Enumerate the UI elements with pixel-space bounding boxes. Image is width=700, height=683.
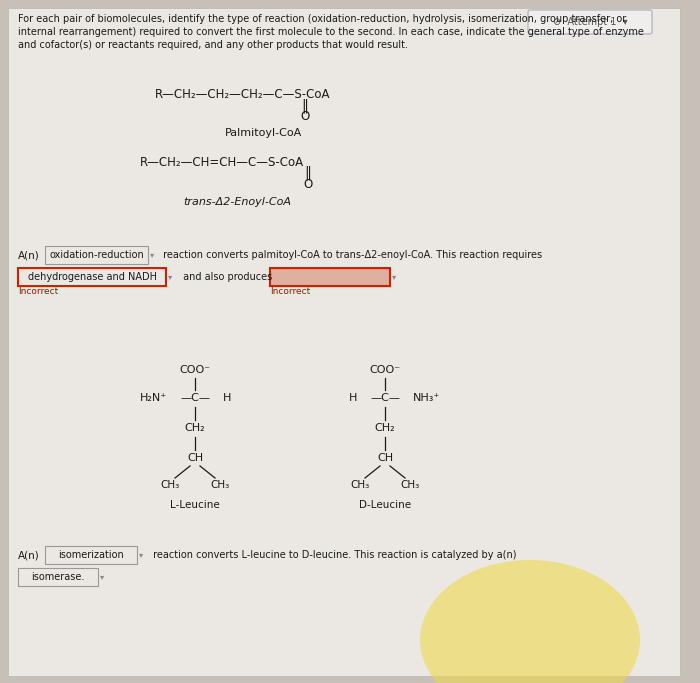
Text: NH₃⁺: NH₃⁺ [413, 393, 440, 403]
Text: trans-Δ2-Enoyl-CoA: trans-Δ2-Enoyl-CoA [183, 197, 291, 207]
Text: O: O [300, 111, 309, 124]
Text: ▾: ▾ [100, 572, 104, 581]
Text: CH₂: CH₂ [185, 423, 205, 433]
Text: Incorrect: Incorrect [270, 286, 310, 296]
Text: oxidation-reduction: oxidation-reduction [49, 250, 144, 260]
Text: CH: CH [377, 453, 393, 463]
Text: CH₃: CH₃ [400, 480, 419, 490]
Text: reaction converts palmitoyl-CoA to trans-Δ2-enoyl-CoA. This reaction requires: reaction converts palmitoyl-CoA to trans… [160, 250, 542, 260]
Text: —C—: —C— [370, 393, 400, 403]
FancyBboxPatch shape [528, 10, 652, 34]
Text: isomerization: isomerization [58, 550, 124, 560]
Text: O: O [303, 178, 313, 191]
Text: R—CH₂—CH₂—CH₂—C—S-CoA: R—CH₂—CH₂—CH₂—C—S-CoA [155, 89, 330, 102]
Text: COO⁻: COO⁻ [370, 365, 400, 375]
Text: and also produces: and also produces [180, 272, 275, 282]
Text: ‖: ‖ [302, 99, 309, 113]
Text: ▾: ▾ [150, 251, 154, 260]
Text: CH₃: CH₃ [351, 480, 370, 490]
Text: H: H [349, 393, 357, 403]
Text: Incorrect: Incorrect [18, 286, 58, 296]
Text: CH₃: CH₃ [160, 480, 180, 490]
Text: R—CH₂—CH=CH—C—S-CoA: R—CH₂—CH=CH—C—S-CoA [140, 156, 304, 169]
Text: COO⁻: COO⁻ [179, 365, 211, 375]
Text: dehydrogenase and NADH: dehydrogenase and NADH [27, 272, 157, 282]
Text: L-Leucine: L-Leucine [170, 500, 220, 510]
Text: A(n): A(n) [18, 250, 40, 260]
FancyBboxPatch shape [270, 268, 390, 286]
Text: H: H [223, 393, 232, 403]
FancyBboxPatch shape [45, 246, 148, 264]
Text: CH₂: CH₂ [374, 423, 395, 433]
Text: Palmitoyl-CoA: Palmitoyl-CoA [225, 128, 302, 138]
FancyBboxPatch shape [18, 568, 98, 586]
FancyBboxPatch shape [8, 8, 680, 676]
Text: isomerase.: isomerase. [32, 572, 85, 582]
FancyBboxPatch shape [45, 546, 137, 564]
Text: ▾: ▾ [392, 273, 396, 281]
Text: reaction converts L-leucine to D-leucine. This reaction is catalyzed by a(n): reaction converts L-leucine to D-leucine… [150, 550, 517, 560]
Text: CH: CH [187, 453, 203, 463]
Ellipse shape [420, 560, 640, 683]
Text: A(n): A(n) [18, 550, 40, 560]
Text: ⊘  Attempt 1  ▾: ⊘ Attempt 1 ▾ [553, 17, 627, 27]
Text: ‖: ‖ [304, 166, 312, 180]
Text: H₂N⁺: H₂N⁺ [140, 393, 167, 403]
FancyBboxPatch shape [18, 268, 166, 286]
Text: D-Leucine: D-Leucine [359, 500, 411, 510]
Text: ▾: ▾ [168, 273, 172, 281]
Text: —C—: —C— [180, 393, 210, 403]
Text: ▾: ▾ [139, 550, 144, 559]
Text: CH₃: CH₃ [211, 480, 230, 490]
Text: For each pair of biomolecules, identify the type of reaction (oxidation-reductio: For each pair of biomolecules, identify … [18, 14, 644, 51]
